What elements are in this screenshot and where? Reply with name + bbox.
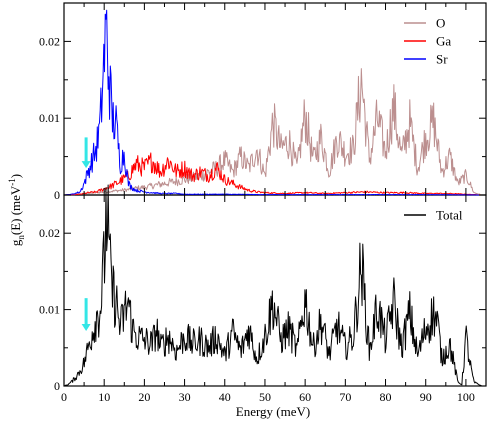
x-tick-label: 30 — [179, 390, 191, 404]
legend-label-sr: Sr — [436, 52, 448, 67]
bottom-arrow-head — [81, 323, 91, 331]
x-tick-label: 90 — [420, 390, 432, 404]
series-line-sr — [63, 9, 482, 196]
annotation-layer — [81, 137, 91, 331]
top-arrow-head — [81, 161, 91, 169]
top-y-tick-label: 0.02 — [39, 34, 60, 48]
legend-layer: O Ga Sr Total — [404, 16, 463, 223]
y-axis-label-middle: (E) (meV — [8, 185, 23, 235]
panel-frames — [63, 2, 487, 387]
x-tick-label: 20 — [138, 390, 150, 404]
x-tick-label: 10 — [98, 390, 110, 404]
x-tick-label: 70 — [339, 390, 351, 404]
legend-label-o: O — [436, 16, 445, 31]
x-tick-label: 100 — [457, 390, 475, 404]
bottom-y-tick-label: 0.02 — [39, 226, 60, 240]
y-axis-label-end: ) — [8, 174, 23, 178]
x-tick-label: 0 — [61, 390, 67, 404]
bottom-panel-frame — [63, 194, 487, 387]
series-line-total — [63, 184, 482, 387]
top-y-tick-label: 0 — [54, 188, 60, 202]
y-axis-label: gn(E) (meV-1) — [7, 174, 26, 246]
x-tick-label: 50 — [259, 390, 271, 404]
y-axis-label-subscript: n — [16, 235, 26, 240]
bottom-y-tick-label: 0 — [54, 379, 60, 393]
top-y-tick-label: 0.01 — [39, 111, 60, 125]
x-tick-label: 40 — [219, 390, 231, 404]
series-line-ga — [63, 152, 482, 196]
y-axis-label-superscript: -1 — [7, 178, 17, 186]
series-layer — [63, 9, 482, 387]
x-tick-label: 80 — [380, 390, 392, 404]
legend-label-ga: Ga — [436, 34, 451, 49]
legend-label-total: Total — [436, 208, 463, 223]
bottom-y-tick-label: 0.01 — [39, 303, 60, 317]
top-panel-frame — [63, 2, 487, 196]
y-axis-label-main: g — [8, 239, 23, 246]
axes-layer: 0 0.01 0.02 0 10 20 30 40 50 60 70 80 90 100 0 0.01 0.02 — [39, 3, 486, 404]
x-axis-label: Energy (meV) — [236, 404, 310, 419]
x-tick-label: 60 — [299, 390, 311, 404]
